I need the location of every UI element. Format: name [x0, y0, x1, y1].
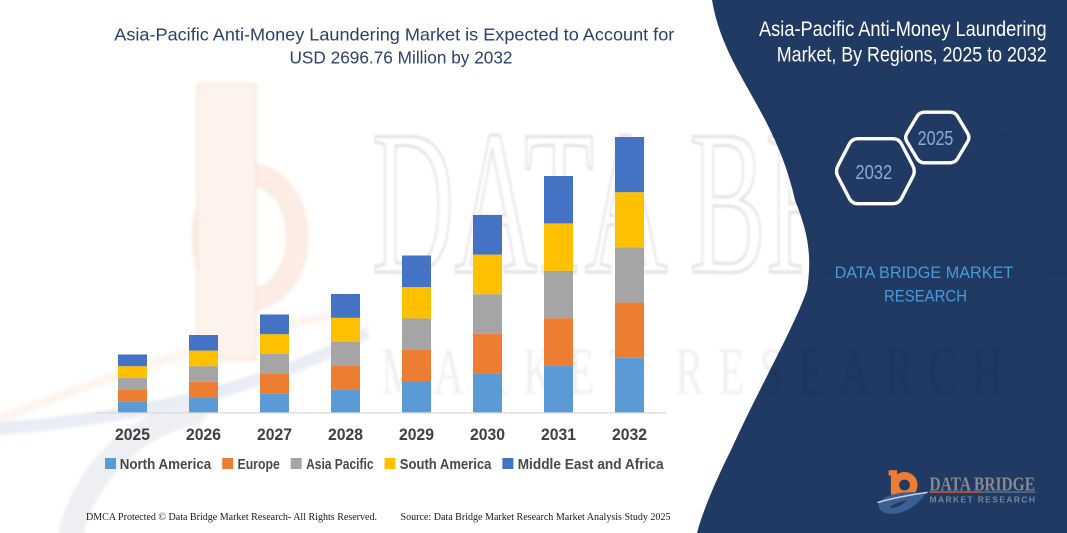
- svg-text:Europe: Europe: [238, 456, 280, 473]
- svg-text:Asia-Pacific Anti-Money Launde: Asia-Pacific Anti-Money Laundering: [759, 18, 1047, 41]
- svg-text:South America: South America: [400, 456, 492, 473]
- svg-text:DMCA Protected © Data Bridge M: DMCA Protected © Data Bridge Market Rese…: [86, 512, 377, 523]
- svg-text:Asia-Pacific Anti-Money Launde: Asia-Pacific Anti-Money Laundering Marke…: [114, 25, 674, 45]
- svg-text:2032: 2032: [612, 426, 647, 444]
- svg-text:MARKET RESEARCH: MARKET RESEARCH: [930, 495, 1036, 505]
- svg-text:USD 2696.76 Million by 2032: USD 2696.76 Million by 2032: [290, 48, 513, 68]
- svg-text:RESEARCH: RESEARCH: [884, 287, 967, 306]
- svg-text:Market, By Regions, 2025 to 20: Market, By Regions, 2025 to 2032: [777, 44, 1047, 67]
- svg-text:Asia Pacific: Asia Pacific: [306, 456, 373, 473]
- svg-text:2025: 2025: [918, 128, 954, 150]
- svg-text:2032: 2032: [855, 162, 892, 184]
- svg-text:Source: Data Bridge Market Res: Source: Data Bridge Market Research Mark…: [401, 512, 671, 523]
- svg-text:Middle East and Africa: Middle East and Africa: [518, 456, 664, 473]
- svg-text:2025: 2025: [115, 426, 150, 444]
- svg-text:North America: North America: [120, 456, 212, 473]
- svg-text:DATA BRIDGE: DATA BRIDGE: [930, 474, 1036, 495]
- svg-text:2028: 2028: [328, 426, 363, 444]
- svg-text:DATA BRIDGE MARKET: DATA BRIDGE MARKET: [835, 263, 1014, 282]
- svg-text:2026: 2026: [186, 426, 221, 444]
- svg-text:2031: 2031: [541, 426, 576, 444]
- svg-text:2030: 2030: [470, 426, 505, 444]
- svg-text:2027: 2027: [257, 426, 292, 444]
- svg-text:2029: 2029: [399, 426, 434, 444]
